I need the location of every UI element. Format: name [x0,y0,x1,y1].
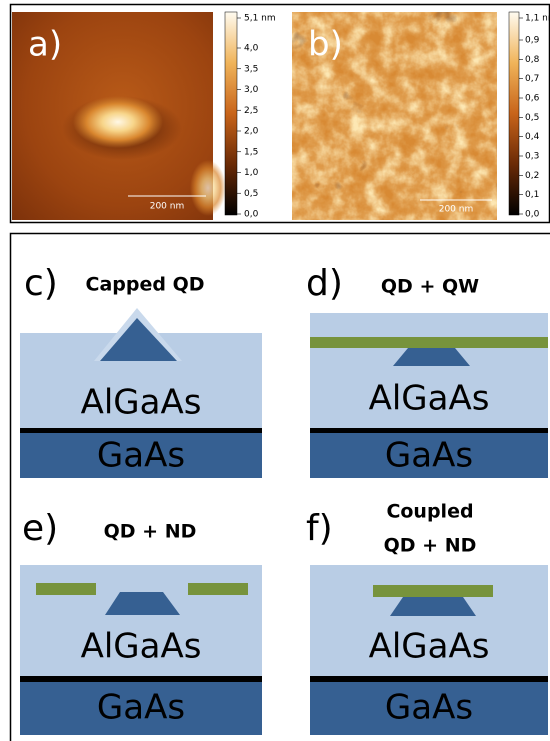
colorbar-tick-label: 3,5 [244,64,258,74]
figure: a) 200 nm b) 200 nm 5,1 nm 4,0 3,5 3,0 2,5 2,… [0,0,550,741]
colorbar-tick-label: 0,4 [525,132,540,142]
panel-label: a) [28,25,62,65]
panel-label: b) [308,25,343,65]
diagram-title: QD + ND [384,535,477,557]
colorbar [509,12,519,215]
colorbar-tick-label: 0,2 [525,171,539,181]
colorbar-tick-label: 0,3 [525,152,539,162]
colorbar-tick-label: 1,5 [244,147,258,157]
barrier-label: AlGaAs [369,627,490,667]
colorbar-tick-label: 1,1 nm [525,14,550,24]
substrate-label: GaAs [385,688,473,728]
colorbar [225,12,237,215]
colorbar-tick-label: 3,0 [244,85,259,95]
colorbar-tick-label: 2,0 [244,127,259,137]
colorbar-tick-label: 0,5 [525,113,539,123]
diagram-title: Coupled [386,501,473,523]
colorbar-tick-label: 0,6 [525,94,540,104]
panel-label: f) [306,508,333,549]
colorbar-tick-label: 0,8 [525,55,540,65]
colorbar-tick-label: 0,7 [525,74,539,84]
scale-bar-label: 200 nm [150,202,185,212]
barrier-label: AlGaAs [369,379,490,419]
diagram-title: QD + QW [381,276,479,298]
barrier-label: AlGaAs [81,627,202,667]
panel-label: e) [22,508,58,549]
panel-label: d) [306,263,343,304]
diagram-title: Capped QD [86,274,205,296]
colorbar-tick-label: 0,1 [525,190,539,200]
colorbar-tick-label: 4,0 [244,44,259,54]
substrate-label: GaAs [97,436,185,476]
colorbar-tick-label: 1,0 [244,168,259,178]
panel-label: c) [24,263,58,304]
colorbar-tick-label: 5,1 nm [244,14,276,24]
colorbar-tick-label: 0,0 [525,210,540,220]
barrier-label: AlGaAs [81,383,202,423]
diagram-title: QD + ND [104,521,197,543]
substrate-label: GaAs [97,688,185,728]
colorbar-tick-label: 2,5 [244,106,258,116]
scale-bar-label: 200 nm [439,205,474,215]
substrate-label: GaAs [385,436,473,476]
colorbar-tick-label: 0,0 [244,210,259,220]
colorbar-tick-label: 0,9 [525,36,540,46]
colorbar-tick-label: 0,5 [244,189,258,199]
